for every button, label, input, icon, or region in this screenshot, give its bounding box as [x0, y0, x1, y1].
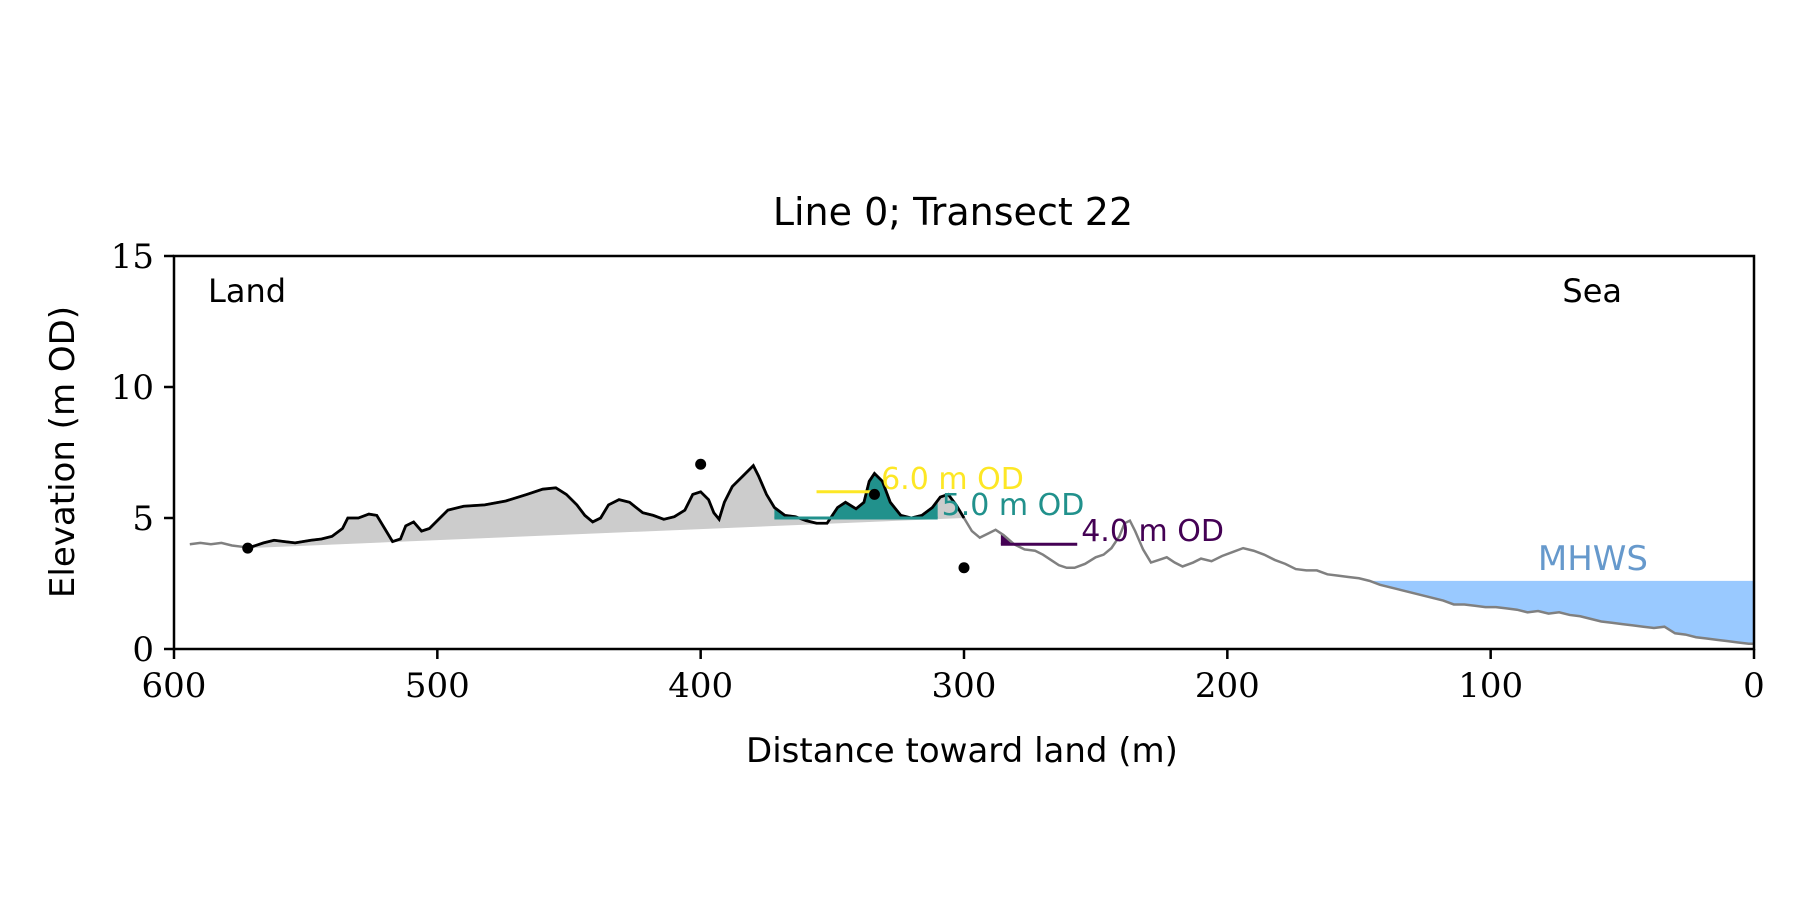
x-tick-label-0: 0 [1743, 666, 1765, 706]
x-axis-label: Distance toward land (m) [746, 731, 1178, 771]
x-tick-label-300: 300 [932, 666, 997, 706]
mhws-label: MHWS [1538, 539, 1648, 579]
threshold-label-1: 5.0 m OD [942, 488, 1085, 523]
y-tick-label-0: 0 [132, 630, 154, 670]
y-tick-label-10: 10 [111, 368, 154, 408]
dune-marker-0 [242, 542, 254, 554]
dune-marker-2 [868, 488, 880, 500]
x-tick-label-200: 200 [1195, 666, 1260, 706]
dune-marker-3 [958, 562, 970, 574]
threshold-label-0: 6.0 m OD [881, 462, 1024, 497]
y-tick-label-15: 15 [111, 237, 154, 277]
label-sea: Sea [1562, 272, 1622, 310]
plot-area: 6.0 m OD5.0 m OD4.0 m OD [189, 458, 1754, 646]
y-axis-label: Elevation (m OD) [43, 306, 83, 598]
axes: 600 500 400 300 200 100 0 0 5 10 15 [111, 237, 1765, 706]
mhws-water [1227, 580, 1754, 644]
x-tick-label-600: 600 [142, 666, 207, 706]
x-tick-label-500: 500 [405, 666, 470, 706]
y-tick-label-5: 5 [132, 499, 154, 539]
chart-title: Line 0; Transect 22 [773, 190, 1133, 234]
threshold-label-2: 4.0 m OD [1081, 514, 1224, 549]
x-tick-label-100: 100 [1458, 666, 1523, 706]
dune-marker-1 [695, 458, 707, 470]
dune-profile-line [247, 463, 966, 550]
x-tick-label-400: 400 [668, 666, 733, 706]
label-land: Land [208, 272, 286, 310]
